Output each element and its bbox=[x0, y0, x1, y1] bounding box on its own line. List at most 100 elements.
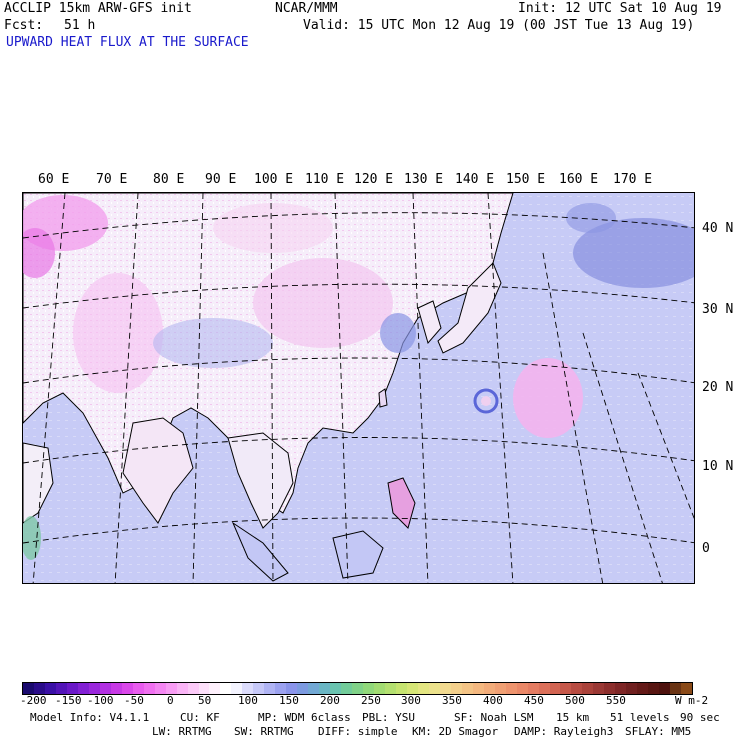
field-title: UPWARD HEAT FLUX AT THE SURFACE bbox=[6, 35, 249, 50]
lat-label: 20 N bbox=[702, 380, 734, 395]
typhoon-flux-area bbox=[513, 358, 583, 438]
lon-label: 140 E bbox=[455, 172, 495, 187]
colorbar-tick: 500 bbox=[565, 694, 585, 707]
colorbar-swatch bbox=[286, 683, 298, 694]
model-title: ACCLIP 15km ARW-GFS init bbox=[4, 1, 192, 16]
taiwan-land bbox=[378, 388, 388, 408]
colorbar-swatch bbox=[571, 683, 583, 694]
colorbar-tick: -100 bbox=[87, 694, 114, 707]
lon-label: 130 E bbox=[404, 172, 444, 187]
colorbar-swatch bbox=[439, 683, 451, 694]
valid-time: Valid: 15 UTC Mon 12 Aug 19 (00 JST Tue … bbox=[303, 18, 695, 33]
colorbar-tick: 400 bbox=[483, 694, 503, 707]
colorbar-swatch bbox=[670, 683, 682, 694]
colorbar-swatch bbox=[341, 683, 353, 694]
colorbar-swatch bbox=[198, 683, 210, 694]
colorbar-swatch bbox=[330, 683, 342, 694]
sumatra-land bbox=[231, 521, 289, 582]
colorbar-swatch bbox=[417, 683, 429, 694]
colorbar-swatch bbox=[176, 683, 188, 694]
colorbar-swatch bbox=[23, 683, 34, 694]
colorbar-tick: 50 bbox=[198, 694, 212, 707]
init-time: Init: 12 UTC Sat 10 Aug 19 bbox=[518, 1, 722, 16]
colorbar-swatch bbox=[406, 683, 418, 694]
lon-label: 60 E bbox=[38, 172, 70, 187]
pbl-scheme: PBL: YSU bbox=[362, 711, 415, 724]
colorbar-swatch bbox=[308, 683, 320, 694]
colorbar-swatch bbox=[549, 683, 561, 694]
colorbar-swatch bbox=[681, 683, 693, 694]
map-canvas bbox=[23, 193, 694, 583]
colorbar-swatch bbox=[220, 683, 232, 694]
heat-flux-map bbox=[22, 192, 695, 584]
colorbar-swatch bbox=[242, 683, 254, 694]
lat-label: 0 bbox=[702, 541, 710, 556]
colorbar-swatch bbox=[615, 683, 627, 694]
lon-label: 110 E bbox=[305, 172, 345, 187]
colorbar-swatch bbox=[384, 683, 396, 694]
japan-land bbox=[437, 262, 502, 354]
lon-label: 160 E bbox=[559, 172, 599, 187]
colorbar-swatch bbox=[44, 683, 56, 694]
vertical-levels: 51 levels bbox=[610, 711, 670, 724]
colorbar-swatch bbox=[461, 683, 473, 694]
lon-label: 150 E bbox=[506, 172, 546, 187]
forecast-hours: 51 h bbox=[64, 18, 96, 33]
diff-scheme: DIFF: simple bbox=[318, 725, 398, 738]
colorbar-swatch bbox=[494, 683, 506, 694]
colorbar-tick: 150 bbox=[279, 694, 299, 707]
time-step: 90 sec bbox=[680, 711, 720, 724]
colorbar-tick: -50 bbox=[124, 694, 144, 707]
colorbar-swatch bbox=[648, 683, 660, 694]
colorbar-tick: 250 bbox=[361, 694, 381, 707]
colorbar-tick: 550 bbox=[606, 694, 626, 707]
colorbar-swatch bbox=[505, 683, 517, 694]
colorbar bbox=[22, 682, 694, 695]
colorbar-tick: 100 bbox=[238, 694, 258, 707]
damp-scheme: DAMP: Rayleigh3 bbox=[514, 725, 614, 738]
colorbar-swatch bbox=[209, 683, 221, 694]
org-label: NCAR/MMM bbox=[275, 1, 338, 16]
colorbar-swatch bbox=[88, 683, 100, 694]
cu-scheme: CU: KF bbox=[180, 711, 220, 724]
colorbar-tick: 450 bbox=[524, 694, 544, 707]
colorbar-swatch bbox=[538, 683, 550, 694]
colorbar-swatch bbox=[99, 683, 111, 694]
colorbar-swatch bbox=[297, 683, 309, 694]
colorbar-swatch bbox=[659, 683, 671, 694]
colorbar-swatch bbox=[253, 683, 265, 694]
colorbar-tick: -200 bbox=[20, 694, 47, 707]
colorbar-swatch bbox=[231, 683, 243, 694]
lon-label: 90 E bbox=[205, 172, 237, 187]
colorbar-swatch bbox=[527, 683, 539, 694]
mp-scheme: MP: WDM 6class bbox=[258, 711, 351, 724]
colorbar-swatch bbox=[319, 683, 331, 694]
colorbar-swatch bbox=[154, 683, 166, 694]
colorbar-swatch bbox=[77, 683, 89, 694]
colorbar-swatch bbox=[593, 683, 605, 694]
colorbar-swatch bbox=[472, 683, 484, 694]
india-land bbox=[122, 417, 194, 524]
borneo-land bbox=[332, 530, 384, 579]
colorbar-swatch bbox=[352, 683, 364, 694]
lat-label: 40 N bbox=[702, 221, 734, 236]
colorbar-swatch bbox=[582, 683, 594, 694]
colorbar-swatch bbox=[516, 683, 528, 694]
colorbar-swatch bbox=[483, 683, 495, 694]
colorbar-tick: -150 bbox=[55, 694, 82, 707]
km-scheme: KM: 2D Smagor bbox=[412, 725, 499, 738]
lon-label: 170 E bbox=[613, 172, 653, 187]
lat-label: 10 N bbox=[702, 459, 734, 474]
colorbar-swatch bbox=[275, 683, 287, 694]
grid-resolution: 15 km bbox=[556, 711, 590, 724]
colorbar-tick: 300 bbox=[401, 694, 421, 707]
sw-scheme: SW: RRTMG bbox=[234, 725, 294, 738]
colorbar-swatch bbox=[187, 683, 199, 694]
colorbar-swatch bbox=[143, 683, 155, 694]
typhoon-vortex bbox=[473, 388, 499, 414]
colorbar-tick: 350 bbox=[442, 694, 462, 707]
model-info: Model Info: V4.1.1 bbox=[30, 711, 150, 724]
colorbar-swatch bbox=[374, 683, 385, 694]
colorbar-swatch bbox=[637, 683, 649, 694]
colorbar-swatch bbox=[264, 683, 276, 694]
